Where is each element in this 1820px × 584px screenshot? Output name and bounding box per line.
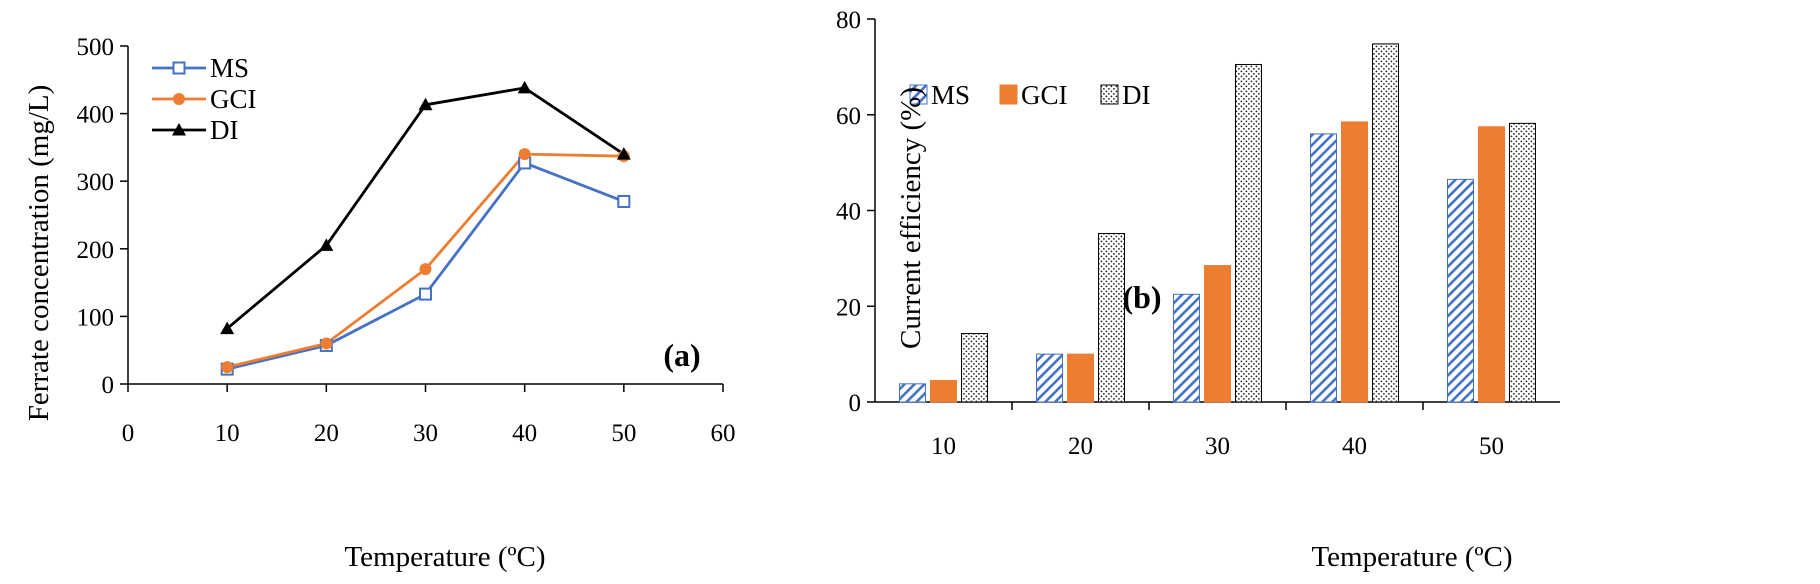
chart-a-series <box>220 80 631 376</box>
bar-ms <box>1447 178 1474 403</box>
chart-a-x-tick-label: 30 <box>413 420 438 447</box>
series-line-gci <box>226 152 624 369</box>
chart-a-y-tick-label: 100 <box>77 304 115 331</box>
chart-b-x-tick-label: 20 <box>1068 433 1093 460</box>
legend-swatch-ms <box>909 84 928 105</box>
chart-b-y-tick-label: 20 <box>836 294 861 321</box>
bar-di <box>961 333 988 403</box>
chart-a-x-tick-label: 40 <box>512 420 537 447</box>
chart-b-bars <box>899 43 1536 403</box>
legend-swatch-gci <box>999 84 1018 105</box>
legend-swatch-di <box>1100 84 1119 105</box>
bar-ms <box>1036 353 1063 403</box>
chart-b-x-tick-label: 30 <box>1205 433 1230 460</box>
data-point-gci <box>320 337 333 350</box>
bar-di <box>1372 43 1399 403</box>
chart-a-y-tick-label: 200 <box>77 237 115 264</box>
bar-di <box>1509 122 1536 403</box>
chart-a-x-axis-title: Temperature (ºC) <box>344 541 545 573</box>
bar-gci <box>1204 265 1231 403</box>
legend-label-ms: MS <box>931 80 970 110</box>
chart-a-x-tick-label: 10 <box>215 420 240 447</box>
chart-a-x-tick-label: 60 <box>711 420 736 447</box>
chart-b-y-tick-label: 0 <box>849 390 862 417</box>
data-point-di <box>220 321 235 335</box>
bar-di <box>1235 63 1262 403</box>
bar-chart-current-efficiency: 0 20 40 60 80 10 20 30 40 50 MS GCI DI Temperature … <box>836 7 1560 573</box>
legend-marker-gci <box>173 93 185 105</box>
legend-label-ms: MS <box>210 53 249 83</box>
legend-label-gci: GCI <box>210 84 257 114</box>
chart-a-x-tick-label: 50 <box>611 420 636 447</box>
legend-marker-di <box>172 123 186 136</box>
chart-b-x-axis-title: Temperature (ºC) <box>1311 541 1512 573</box>
chart-a-y-tick-label: 300 <box>77 169 115 196</box>
bar-di <box>1098 232 1125 403</box>
bar-ms <box>1173 293 1200 403</box>
data-point-di <box>319 238 334 251</box>
chart-a-y-tick-label: 500 <box>77 34 115 61</box>
bar-gci <box>1067 353 1094 403</box>
chart-a-panel-label: (a) <box>663 337 700 373</box>
data-point-di <box>616 147 631 160</box>
legend-label-gci: GCI <box>1021 80 1068 110</box>
bar-gci <box>930 379 957 403</box>
chart-b-axes: 0 20 40 60 80 10 20 30 40 50 <box>836 7 1560 460</box>
chart-b-legend: MS GCI DI <box>909 80 1151 110</box>
bar-ms <box>899 383 926 403</box>
chart-b-y-tick-label: 80 <box>836 7 861 34</box>
chart-b-y-tick-label: 40 <box>836 199 861 226</box>
bar-ms <box>1310 133 1337 403</box>
chart-a-y-tick-label: 400 <box>77 102 115 129</box>
chart-b-x-tick-label: 10 <box>931 433 956 460</box>
legend-label-di: DI <box>1122 80 1151 110</box>
data-point-gci <box>419 263 432 276</box>
chart-a-axes: 0 100 200 300 400 500 0 10 20 30 40 50 60 <box>77 34 736 447</box>
chart-b-x-tick-label: 50 <box>1479 433 1504 460</box>
data-point-ms <box>419 287 432 301</box>
chart-a-y-axis-title: Ferrate concentration (mg/L) <box>23 85 55 422</box>
data-point-di <box>418 97 433 111</box>
legend-label-di: DI <box>210 115 239 145</box>
chart-b-panel-label: (b) <box>1122 279 1161 315</box>
legend-marker-ms <box>172 61 186 75</box>
chart-a-x-tick-label: 0 <box>122 420 135 447</box>
chart-b-x-tick-label: 40 <box>1342 433 1367 460</box>
chart-b-y-axis-title: Current efficiency (%) <box>895 87 927 349</box>
data-point-gci <box>221 361 234 374</box>
data-point-di <box>517 80 532 94</box>
bar-gci <box>1341 121 1368 403</box>
data-point-ms <box>617 194 631 208</box>
data-point-gci <box>518 148 531 161</box>
chart-a-x-tick-label: 20 <box>314 420 339 447</box>
chart-a-y-tick-label: 0 <box>102 372 115 399</box>
chart-b-y-tick-label: 60 <box>836 103 861 130</box>
bar-gci <box>1478 126 1505 403</box>
